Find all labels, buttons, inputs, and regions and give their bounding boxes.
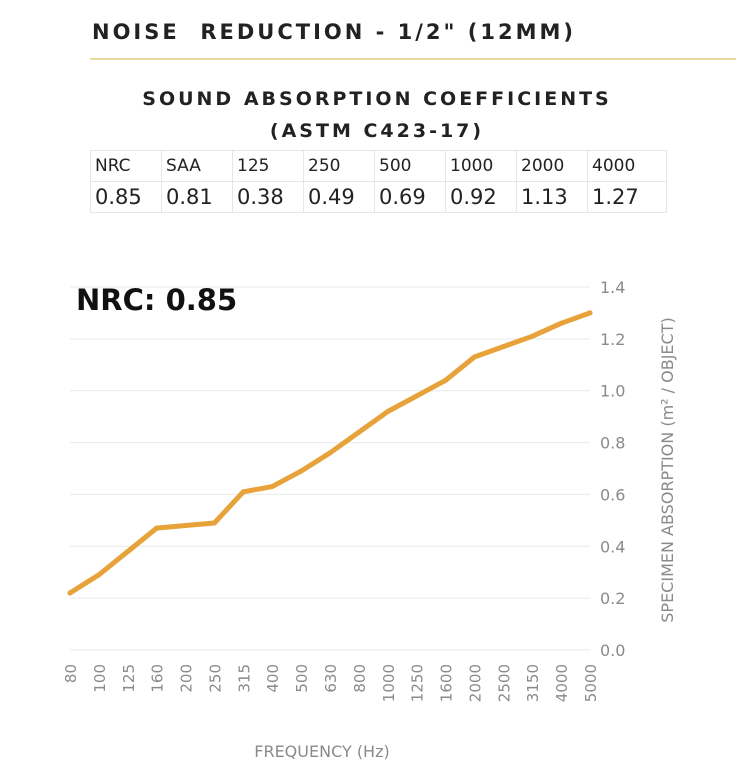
data-point: [471, 354, 477, 360]
data-point: [154, 525, 160, 531]
x-tick-label: 800: [351, 664, 369, 693]
data-point: [125, 548, 131, 554]
header-cell-250: 250: [303, 150, 375, 182]
header-cell-4000: 4000: [587, 150, 667, 182]
x-tick-label: 200: [178, 664, 196, 693]
x-tick-label: 3150: [524, 664, 542, 702]
data-point: [414, 393, 420, 399]
x-tick-label: 100: [91, 664, 109, 693]
table-value-row: 0.85 0.81 0.38 0.49 0.69 0.92 1.13 1.27: [90, 181, 667, 213]
x-tick-label: 80: [62, 664, 80, 683]
y-tick-label: 1.4: [600, 278, 625, 297]
value-cell-250: 0.49: [303, 181, 375, 213]
x-tick-label: 2500: [495, 664, 513, 702]
x-tick-label: 5000: [582, 664, 600, 702]
page-title: NOISE REDUCTION - 1/2" (12MM): [92, 20, 577, 44]
data-point: [269, 484, 275, 490]
data-point: [211, 520, 217, 526]
data-point: [183, 523, 189, 529]
data-point: [443, 377, 449, 383]
y-tick-label: 1.2: [600, 330, 625, 349]
coefficients-table: NRC SAA 125 250 500 1000 2000 4000 0.85 …: [90, 150, 667, 213]
value-cell-125: 0.38: [232, 181, 304, 213]
table-standard: (ASTM C423-17): [269, 120, 485, 142]
value-cell-500: 0.69: [374, 181, 446, 213]
x-tick-label: 1250: [409, 664, 427, 702]
y-tick-label: 0.8: [600, 434, 625, 453]
value-cell-saa: 0.81: [161, 181, 233, 213]
data-point: [558, 320, 564, 326]
x-tick-label: 1600: [438, 664, 456, 702]
value-cell-nrc: 0.85: [90, 181, 162, 213]
x-tick-label: 125: [120, 664, 138, 693]
y-tick-label: 0.0: [600, 641, 625, 660]
y-axis-label: SPECIMEN ABSORPTION (m² / OBJECT): [658, 317, 677, 622]
y-tick-label: 0.6: [600, 485, 625, 504]
x-tick-label: 500: [293, 664, 311, 693]
x-tick-label: 250: [206, 664, 224, 693]
data-point: [327, 450, 333, 456]
x-tick-label: 400: [264, 664, 282, 693]
page-header: NOISE REDUCTION - 1/2" (12MM): [90, 14, 736, 60]
value-cell-1000: 0.92: [445, 181, 517, 213]
data-point: [529, 333, 535, 339]
y-tick-label: 0.4: [600, 537, 625, 556]
x-tick-label: 160: [149, 664, 167, 693]
data-point: [356, 429, 362, 435]
data-point: [385, 408, 391, 414]
data-point: [500, 344, 506, 350]
x-tick-label: 315: [235, 664, 253, 693]
data-point: [587, 310, 593, 316]
table-title: SOUND ABSORPTION COEFFICIENTS: [142, 88, 612, 110]
data-point: [67, 590, 73, 596]
x-tick-label: 1000: [380, 664, 398, 702]
x-axis-label: FREQUENCY (Hz): [254, 742, 389, 761]
data-point: [298, 468, 304, 474]
x-tick-label: 2000: [466, 664, 484, 702]
y-tick-label: 0.2: [600, 589, 625, 608]
data-point: [240, 489, 246, 495]
header-cell-2000: 2000: [516, 150, 588, 182]
x-tick-label: 630: [322, 664, 340, 693]
value-cell-2000: 1.13: [516, 181, 588, 213]
value-cell-4000: 1.27: [587, 181, 667, 213]
data-point: [96, 572, 102, 578]
nrc-annotation: NRC: 0.85: [76, 283, 237, 317]
x-tick-label: 4000: [553, 664, 571, 702]
y-tick-label: 1.0: [600, 382, 625, 401]
